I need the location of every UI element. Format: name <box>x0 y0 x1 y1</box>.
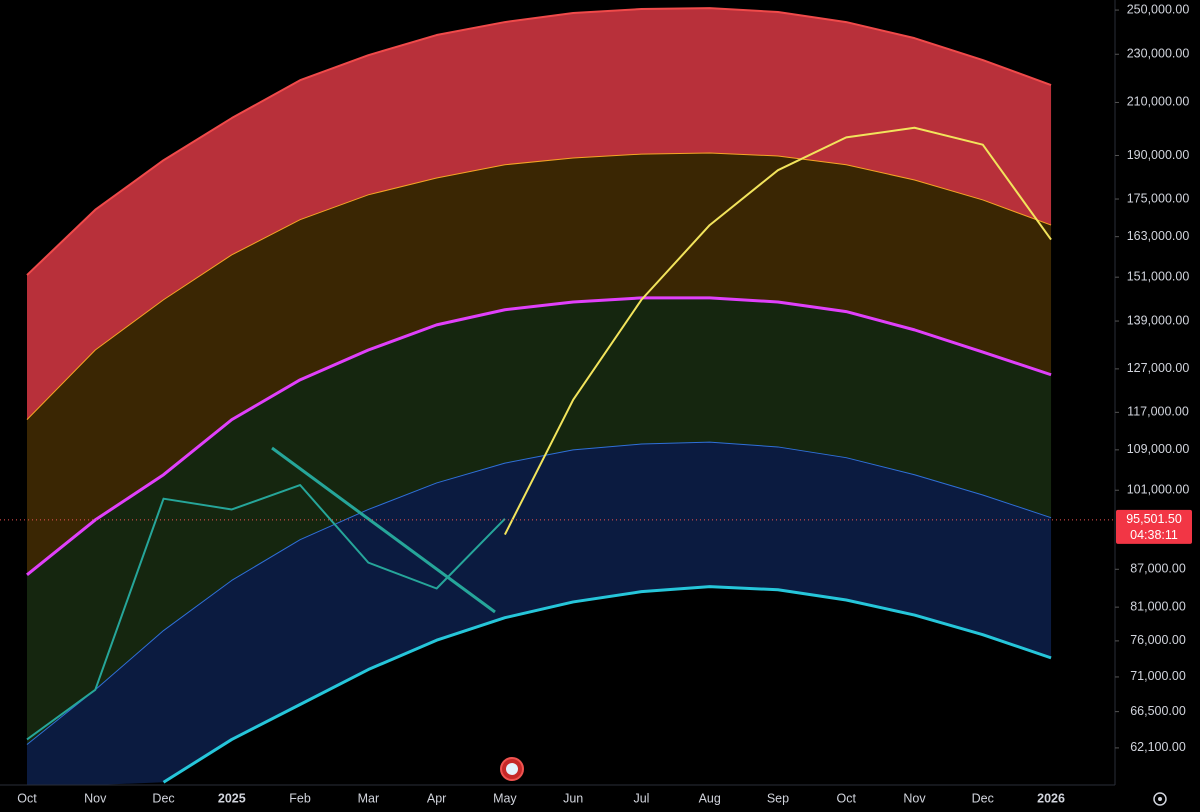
band <box>27 442 1052 785</box>
axes: 250,000.00 230,000.00 210,000.00 190,000.00… <box>17 2 1192 805</box>
x-tick-label: Jun <box>563 791 583 805</box>
x-tick-label: Nov <box>903 791 926 805</box>
settings-icon-center <box>1158 797 1162 801</box>
y-tick-label: 151,000.00 <box>1127 269 1190 283</box>
x-tick-label: May <box>493 791 517 805</box>
x-tick-label: Aug <box>699 791 721 805</box>
x-tick-label: Oct <box>17 791 37 805</box>
x-tick-label: Feb <box>289 791 311 805</box>
y-tick-label: 139,000.00 <box>1127 313 1190 327</box>
series-line <box>162 585 1052 784</box>
series-line <box>26 152 1052 420</box>
y-tick-label: 76,000.00 <box>1130 633 1186 647</box>
series-line <box>26 7 1052 276</box>
y-tick-label: 81,000.00 <box>1130 599 1186 613</box>
x-tick-label: Oct <box>837 791 857 805</box>
bands <box>27 8 1052 785</box>
y-tick-label: 71,000.00 <box>1130 669 1186 683</box>
y-tick-label: 117,000.00 <box>1127 405 1189 419</box>
price-label: 95,501.50 <box>1126 512 1182 526</box>
series-line <box>26 441 1052 745</box>
y-tick-label: 230,000.00 <box>1127 47 1190 61</box>
y-tick-label: 66,500.00 <box>1130 704 1186 718</box>
y-tick-label: 190,000.00 <box>1127 148 1190 162</box>
series-line <box>26 484 506 741</box>
trend-line <box>271 446 496 614</box>
band <box>27 152 1052 575</box>
y-tick-label: 127,000.00 <box>1127 361 1190 375</box>
x-tick-label: 2026 <box>1037 791 1065 805</box>
y-tick-label: 87,000.00 <box>1130 562 1186 576</box>
x-tick-label: Apr <box>427 791 446 805</box>
band <box>27 8 1052 420</box>
x-tick-label: Dec <box>972 791 994 805</box>
y-tick-label: 175,000.00 <box>1127 191 1190 205</box>
x-tick-label: Jul <box>633 791 649 805</box>
price-axis <box>1115 0 1200 812</box>
countdown: 04:38:11 <box>1130 528 1178 542</box>
y-tick-label: 210,000.00 <box>1127 95 1190 109</box>
settings-icon[interactable] <box>1153 792 1167 806</box>
y-tick-label: 163,000.00 <box>1127 229 1190 243</box>
event-icon-inner <box>506 763 518 775</box>
x-tick-label: 2025 <box>218 791 246 805</box>
series-line <box>503 126 1052 535</box>
x-tick-label: Dec <box>152 791 174 805</box>
x-tick-label: Mar <box>358 791 380 805</box>
y-tick-label: 62,100.00 <box>1130 740 1186 754</box>
y-tick-label: 109,000.00 <box>1127 442 1190 456</box>
x-tick-label: Sep <box>767 791 789 805</box>
price-label-box <box>1116 509 1192 544</box>
series-line <box>26 296 1052 576</box>
y-tick-label: 250,000.00 <box>1127 2 1190 16</box>
x-tick-label: Nov <box>84 791 107 805</box>
band <box>27 297 1052 745</box>
lines <box>26 7 1052 784</box>
y-tick-label: 101,000.00 <box>1127 483 1190 497</box>
time-axis <box>0 785 1200 812</box>
